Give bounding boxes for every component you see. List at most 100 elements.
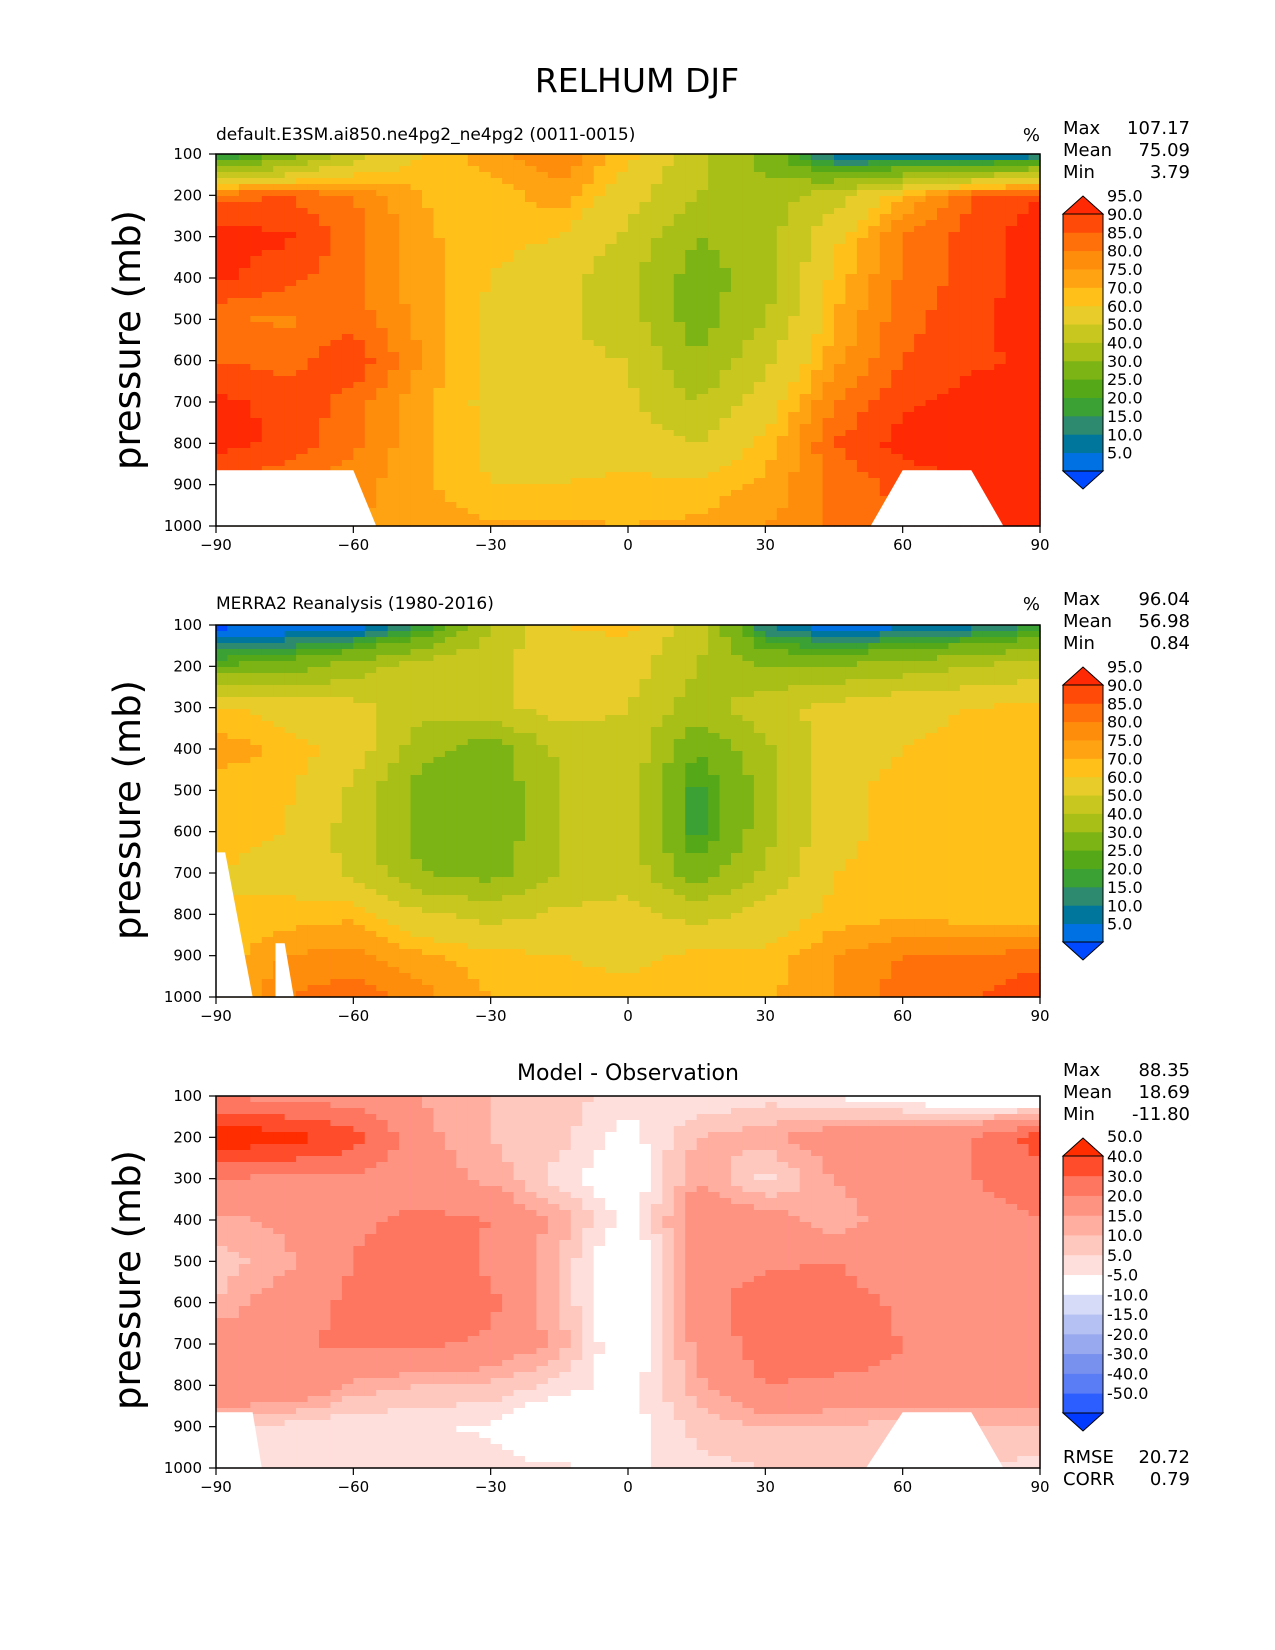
field-cell [387,388,400,395]
field-cell [868,448,881,455]
field-cell [811,214,824,221]
field-cell [868,220,881,227]
field-cell [868,388,881,395]
field-cell [673,202,686,209]
field-cell [399,472,412,479]
field-cell [422,274,435,281]
field-cell [410,364,423,371]
field-cell [364,316,377,323]
field-cell [319,154,332,161]
field-cell [742,508,755,515]
field-cell [834,256,847,263]
field-cell [650,286,663,293]
field-cell [376,274,389,281]
field-cell [891,454,904,461]
field-cell [879,454,892,461]
field-cell [399,436,412,443]
field-cell [559,520,572,527]
field-cell [696,430,709,437]
field-cell [284,334,297,341]
field-cell [616,508,629,515]
field-cell [925,190,938,197]
field-cell [307,400,320,407]
field-cell [387,376,400,383]
field-cell [708,388,721,395]
field-cell [536,448,549,455]
field-cell [1017,310,1030,317]
field-cell [662,466,675,473]
colorbar-segment [1063,324,1103,343]
field-cell [341,340,354,347]
field-cell [296,625,309,632]
field-cell [708,520,721,527]
field-cell [685,400,698,407]
field-cell [547,388,560,395]
field-cell [628,418,641,425]
field-cell [799,484,812,491]
field-cell [238,220,251,227]
field-cell [856,328,869,335]
field-cell [376,649,389,656]
field-cell [422,208,435,215]
field-cell [490,286,503,293]
field-cell [479,412,492,419]
field-cell [1028,352,1041,359]
field-cell [753,334,766,341]
field-cell [319,406,332,413]
field-cell [284,316,297,323]
field-cell [559,436,572,443]
colorbar-segment [1063,214,1103,233]
field-cell [616,292,629,299]
field-cell [856,208,869,215]
field-cell [399,250,412,257]
field-cell [753,268,766,275]
field-cell [822,394,835,401]
field-cell [547,172,560,179]
field-cell [364,274,377,281]
field-cell [296,649,309,656]
field-cell [879,466,892,473]
field-cell [902,184,915,191]
field-cell [662,436,675,443]
field-cell [959,154,972,161]
field-cell [261,310,274,317]
field-cell [570,196,583,203]
field-cell [708,655,721,662]
field-cell [879,418,892,425]
field-cell [994,232,1007,239]
field-cell [582,442,595,449]
field-cell [570,406,583,413]
field-cell [582,352,595,359]
field-cell [319,649,332,656]
field-cell [1005,328,1018,335]
field-cell [582,280,595,287]
field-cell [891,184,904,191]
field-cell [673,346,686,353]
field-cell [696,280,709,287]
field-cell [341,418,354,425]
field-cell [845,430,858,437]
field-cell [616,418,629,425]
colorbar-level-label: 70.0 [1107,278,1143,297]
field-cell [502,316,515,323]
field-cell [307,154,320,161]
field-cell [410,508,423,515]
field-cell [399,412,412,419]
field-cell [959,460,972,467]
field-cell [616,376,629,383]
field-cell [799,268,812,275]
field-cell [868,322,881,329]
field-cell [765,226,778,233]
field-cell [753,508,766,515]
field-cell [364,406,377,413]
field-cell [639,358,652,365]
field-cell [467,631,480,638]
field-cell [593,292,606,299]
field-cell [605,250,618,257]
field-cell [696,448,709,455]
field-cell [456,202,469,209]
field-cell [845,508,858,515]
field-cell [868,160,881,167]
field-cell [776,472,789,479]
field-cell [708,220,721,227]
